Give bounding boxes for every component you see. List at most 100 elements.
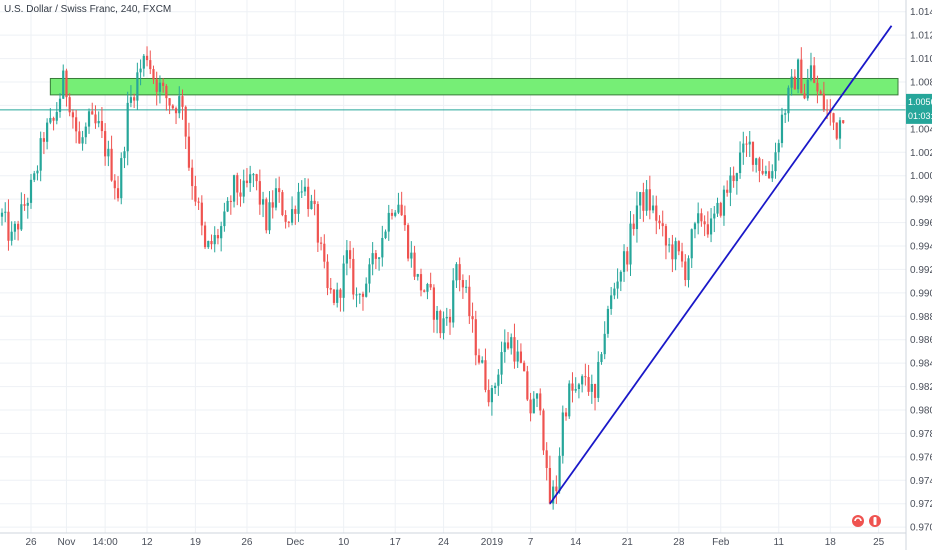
candle-body [313, 200, 316, 205]
candle-body [261, 199, 265, 205]
candle-body [75, 117, 78, 132]
candle-body [735, 173, 738, 182]
candle-body [465, 286, 468, 288]
candle-body [84, 126, 87, 138]
candle-body [722, 189, 726, 216]
candle-body [165, 85, 168, 99]
candle-body [809, 65, 813, 80]
y-tick-label: 0.99200 [910, 265, 932, 276]
candle-body [97, 121, 100, 124]
candle-body [774, 152, 777, 172]
candle-body [764, 171, 767, 174]
candle-body [690, 229, 693, 259]
candle-body [755, 158, 758, 165]
candle-body [726, 189, 729, 193]
candle-body [20, 204, 23, 230]
y-tick-label: 0.98800 [910, 312, 932, 323]
logo-icon [852, 515, 881, 527]
candle-body [613, 288, 616, 296]
candle-body [519, 351, 523, 363]
price-tag-value: 1.00562 [908, 97, 932, 107]
candle-body [677, 241, 680, 252]
candle-body [23, 204, 26, 206]
candle-body [210, 241, 213, 245]
candle-body [529, 399, 532, 414]
candle-body [693, 223, 697, 230]
x-tick-label: 18 [825, 537, 837, 548]
x-tick-label: 10 [338, 537, 350, 548]
candle-body [200, 202, 203, 226]
y-tick-label: 0.99000 [910, 288, 932, 299]
x-tick-label: Dec [286, 537, 304, 548]
candle-body [290, 209, 294, 223]
candle-body [297, 191, 300, 214]
candle-body [384, 231, 387, 238]
candle-body [46, 122, 49, 142]
candle-body [342, 263, 345, 298]
candle-body [619, 271, 622, 282]
candle-body [490, 388, 493, 403]
candle-body [825, 109, 829, 111]
candle-body [178, 96, 181, 114]
price-tag-time: 01:03:11 [908, 111, 932, 121]
candle-body [655, 205, 658, 221]
candle-body [265, 199, 268, 231]
candle-body [361, 293, 365, 297]
candle-body [374, 253, 377, 259]
y-tick-label: 0.97400 [910, 476, 932, 487]
candle-body [258, 181, 261, 205]
resistance-zone [49, 77, 899, 96]
candle-body [239, 192, 242, 197]
candle-body [448, 316, 452, 323]
x-tick-label: 24 [438, 537, 450, 548]
candle-body [113, 180, 116, 189]
candle-body [771, 171, 774, 179]
candle-body [303, 186, 307, 192]
candle-body [513, 337, 516, 362]
candle-body [191, 167, 194, 187]
candle-body [307, 186, 310, 210]
candle-body [552, 486, 555, 504]
candles [0, 46, 845, 510]
candle-body [706, 224, 709, 235]
candle-body [784, 113, 787, 115]
candle-body [139, 68, 142, 73]
candle-body [680, 251, 684, 262]
candle-body [597, 362, 600, 398]
candle-body [52, 117, 55, 121]
candle-body [81, 137, 84, 144]
y-tick-label: 1.01200 [910, 31, 932, 42]
x-tick-label: 14:00 [93, 537, 118, 548]
candle-body [42, 138, 45, 142]
candle-body [590, 383, 593, 392]
candle-body [142, 55, 145, 69]
grid [0, 0, 906, 533]
candle-body [145, 55, 149, 61]
candle-body [171, 105, 174, 109]
candle-body [581, 376, 584, 385]
y-tick-label: 0.98000 [910, 406, 932, 417]
candle-body [800, 59, 803, 94]
candle-body [497, 374, 500, 386]
x-tick-label: 26 [25, 537, 37, 548]
x-axis-ticks: 26 Nov 14:00 12 19 26 Dec 10 17 24 2019 7 14 21 28 Feb 1… [25, 537, 884, 548]
chart-title: U.S. Dollar / Swiss Franc, 240, FXCM [4, 4, 171, 15]
x-tick-label: 17 [390, 537, 402, 548]
y-tick-label: 0.98400 [910, 359, 932, 370]
candle-body [232, 175, 236, 202]
y-tick-label: 1.00400 [910, 124, 932, 135]
candle-body [78, 131, 81, 144]
candle-body [474, 319, 477, 356]
candle-body [39, 138, 42, 171]
x-tick-label: 19 [190, 537, 202, 548]
candle-body [403, 215, 406, 226]
candle-body [284, 215, 287, 222]
candle-body [548, 468, 552, 504]
candle-body [610, 295, 613, 309]
candle-body [7, 211, 10, 241]
candle-body [471, 316, 474, 320]
candle-body [494, 385, 497, 389]
candle-body [842, 120, 845, 123]
candle-body [436, 310, 439, 320]
candle-body [574, 389, 577, 391]
